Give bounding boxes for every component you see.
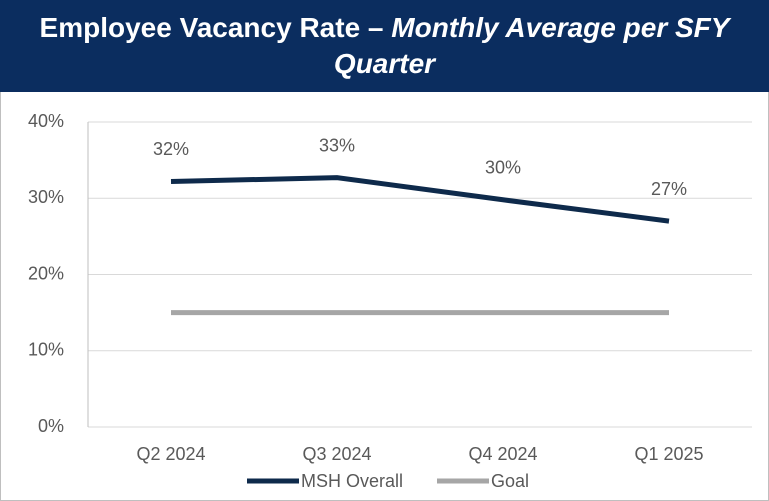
legend-label: Goal xyxy=(491,471,529,491)
chart-title: Employee Vacancy Rate – xyxy=(39,12,384,43)
title-text: Employee Vacancy Rate – Monthly Average … xyxy=(30,10,739,82)
data-label: 30% xyxy=(485,158,521,178)
data-label: 33% xyxy=(319,135,355,155)
chart-subtitle: Monthly Average per SFY Quarter xyxy=(333,12,730,79)
x-tick-label: Q1 2025 xyxy=(634,444,703,464)
data-label: 32% xyxy=(153,139,189,159)
y-tick-label: 20% xyxy=(28,263,64,283)
y-tick-label: 0% xyxy=(38,416,64,436)
data-label: 27% xyxy=(651,179,687,199)
y-tick-label: 40% xyxy=(28,111,64,131)
x-tick-label: Q2 2024 xyxy=(136,444,205,464)
x-tick-label: Q3 2024 xyxy=(302,444,371,464)
title-bar: Employee Vacancy Rate – Monthly Average … xyxy=(0,0,769,92)
series-line xyxy=(170,175,670,224)
y-tick-label: 10% xyxy=(28,340,64,360)
legend-label: MSH Overall xyxy=(301,471,403,491)
y-tick-label: 30% xyxy=(28,187,64,207)
x-tick-label: Q4 2024 xyxy=(468,444,537,464)
